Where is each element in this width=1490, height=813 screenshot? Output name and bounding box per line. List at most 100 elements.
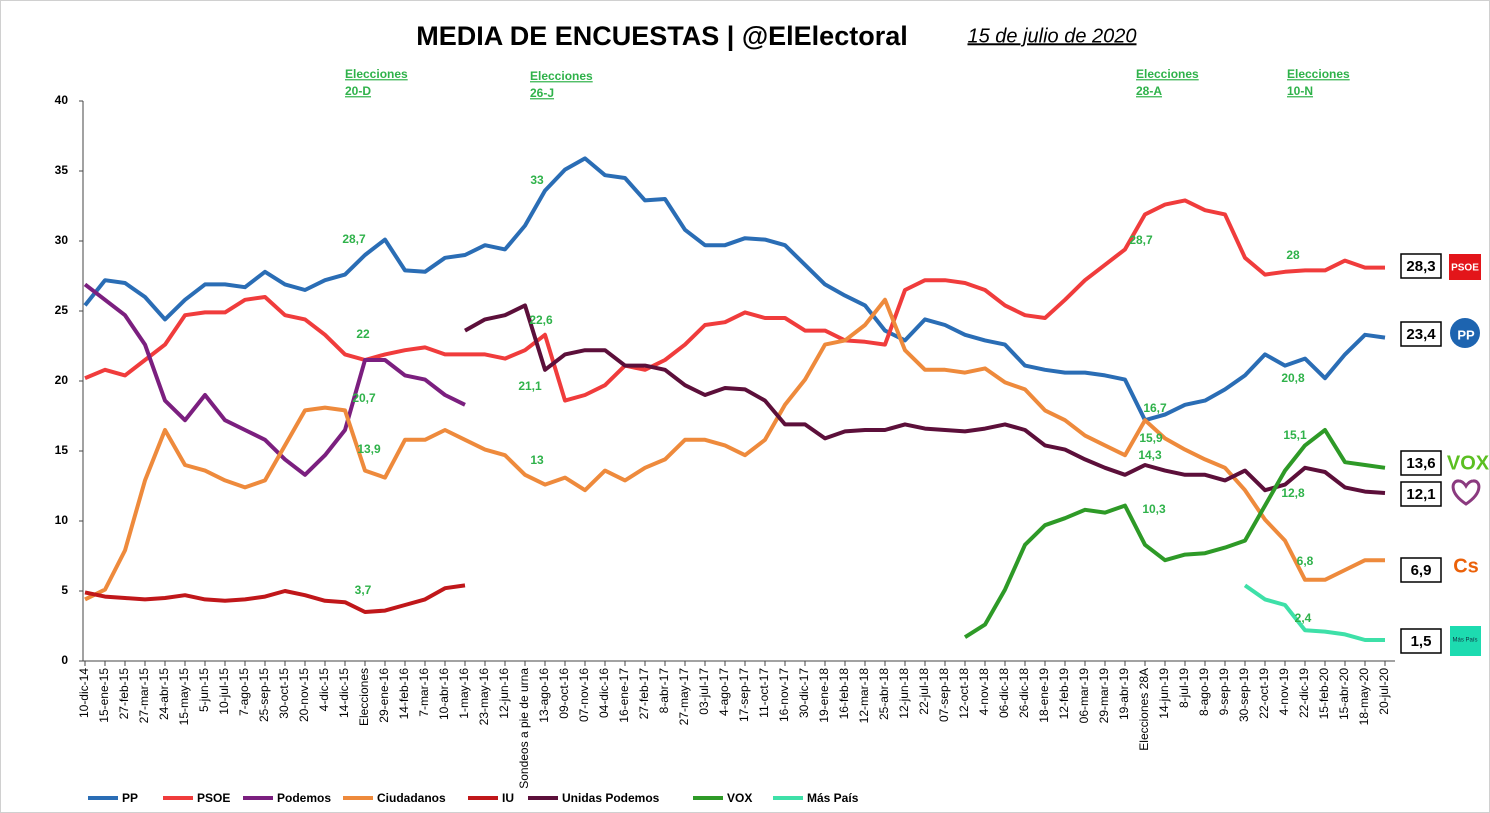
- x-tick-label: 15-feb-20: [1317, 668, 1331, 720]
- end-label-box: [1400, 321, 1442, 347]
- series-line: [83, 156, 1386, 423]
- end-label-box: [1400, 481, 1442, 507]
- y-tick-label: 20: [55, 373, 69, 387]
- legend-label: Más País: [807, 791, 859, 805]
- x-tick-label: 8-abr-17: [657, 668, 671, 714]
- logo-text: PP: [1457, 327, 1475, 342]
- x-tick-label: 19-ene-18: [817, 668, 831, 723]
- series-line: [84, 198, 1385, 403]
- logo-text: Más País: [1452, 638, 1477, 644]
- x-tick-label: 15-ene-15: [97, 668, 111, 723]
- legend-label: VOX: [727, 791, 752, 805]
- x-tick-label: 29-mar-19: [1097, 668, 1111, 724]
- legend-label: IU: [502, 791, 514, 805]
- election-label: Elecciones: [1136, 67, 1199, 81]
- chart-title: MEDIA DE ENCUESTAS | @ElElectoral: [416, 21, 907, 51]
- x-tick-label: 22-oct-19: [1257, 668, 1271, 719]
- x-tick-label: 14-feb-16: [397, 668, 411, 720]
- x-tick-label: 16-feb-18: [837, 668, 851, 720]
- legend-label: Unidas Podemos: [562, 791, 660, 805]
- election-label: 28-A: [1136, 84, 1162, 98]
- x-tick-label: 25-abr-18: [877, 668, 891, 720]
- x-tick-label: 27-feb-15: [117, 668, 131, 720]
- end-label: 23,4: [1406, 326, 1436, 343]
- end-label: 13,6: [1406, 455, 1435, 472]
- x-tick-label: 07-sep-18: [937, 668, 951, 722]
- end-label-box: [1400, 557, 1442, 583]
- annotation: 6,8: [1297, 554, 1314, 568]
- x-tick-label: 15-abr-20: [1337, 668, 1351, 720]
- x-tick-label: 15-may-15: [177, 668, 191, 726]
- x-tick-label: 23-may-16: [477, 668, 491, 726]
- annotation: 33: [530, 173, 544, 187]
- end-label-box: [1400, 628, 1442, 654]
- x-tick-label: 10-abr-16: [437, 668, 451, 720]
- y-tick-label: 15: [55, 443, 69, 457]
- x-tick-label: 07-nov-16: [577, 668, 591, 722]
- logo-text: Cs: [1453, 555, 1479, 577]
- annotation: 10,3: [1142, 502, 1166, 516]
- election-label: Elecciones: [530, 69, 593, 83]
- election-label: 20-D: [345, 84, 371, 98]
- x-tick-label: 4-ago-17: [717, 668, 731, 716]
- logo-maspais: [1450, 626, 1481, 656]
- x-tick-label: 27-may-17: [677, 668, 691, 726]
- election-label: Elecciones: [345, 67, 408, 81]
- annotation: 14,3: [1138, 448, 1162, 462]
- end-label: 12,1: [1406, 486, 1435, 503]
- annotation: 21,1: [518, 379, 542, 393]
- annotation: 15,1: [1283, 428, 1307, 442]
- x-tick-label: 8-ago-19: [1197, 668, 1211, 716]
- election-label: Elecciones: [1287, 67, 1350, 81]
- y-tick-label: 40: [55, 93, 69, 107]
- x-tick-label: 12-jun-16: [497, 668, 511, 719]
- x-tick-label: 24-abr-15: [157, 668, 171, 720]
- legend-label: Ciudadanos: [377, 791, 446, 805]
- y-tick-label: 0: [61, 653, 68, 667]
- x-tick-label: 29-ene-16: [377, 668, 391, 723]
- end-label: 6,9: [1411, 562, 1432, 579]
- x-tick-label: 22-dic-19: [1297, 668, 1311, 718]
- series-line: [1243, 583, 1385, 642]
- x-tick-label: 4-dic-15: [317, 668, 331, 712]
- y-tick-label: 25: [55, 303, 69, 317]
- x-tick-label: 25-sep-15: [257, 668, 271, 722]
- annotation: 2,4: [1295, 611, 1312, 625]
- x-tick-label: Elecciones 28A: [1137, 668, 1151, 751]
- x-tick-label: Sondeos a pie de urna: [517, 668, 531, 789]
- x-tick-label: 19-abr-19: [1117, 668, 1131, 720]
- series-line: [84, 297, 1385, 602]
- logo-text: VOX: [1447, 452, 1490, 474]
- x-tick-label: 16-nov-17: [777, 668, 791, 722]
- x-tick-label: 11-oct-17: [757, 668, 771, 718]
- annotation: 28,7: [1129, 233, 1153, 247]
- x-tick-label: 5-jun-15: [197, 668, 211, 712]
- x-tick-label: 09-oct-16: [557, 668, 571, 719]
- x-tick-label: 18-may-20: [1357, 668, 1371, 726]
- series-line: [84, 583, 466, 614]
- x-tick-label: 27-feb-17: [637, 668, 651, 720]
- annotation: 3,7: [355, 583, 372, 597]
- y-tick-label: 35: [55, 163, 69, 177]
- y-tick-label: 30: [55, 233, 69, 247]
- annotation: 28,7: [342, 232, 366, 246]
- chart-subtitle: 15 de julio de 2020: [967, 25, 1136, 47]
- x-tick-label: 27-mar-15: [137, 668, 151, 724]
- end-label: 1,5: [1411, 633, 1432, 650]
- x-tick-label: 06-dic-18: [997, 668, 1011, 718]
- annotation: 22,6: [529, 313, 553, 327]
- election-label: 26-J: [530, 86, 554, 100]
- series-line: [83, 282, 466, 477]
- x-tick-label: 7-mar-16: [417, 668, 431, 717]
- x-tick-label: 30-dic-17: [797, 668, 811, 718]
- legend-label: Podemos: [277, 791, 331, 805]
- election-label: 10-N: [1287, 84, 1313, 98]
- x-tick-label: 4-nov-18: [977, 668, 991, 716]
- x-tick-label: 30-oct-15: [277, 668, 291, 719]
- annotation: 16,7: [1143, 401, 1167, 415]
- series-line: [963, 428, 1386, 639]
- end-label: 28,3: [1406, 258, 1435, 275]
- legend-label: PSOE: [197, 791, 230, 805]
- logo-psoe: [1449, 254, 1481, 280]
